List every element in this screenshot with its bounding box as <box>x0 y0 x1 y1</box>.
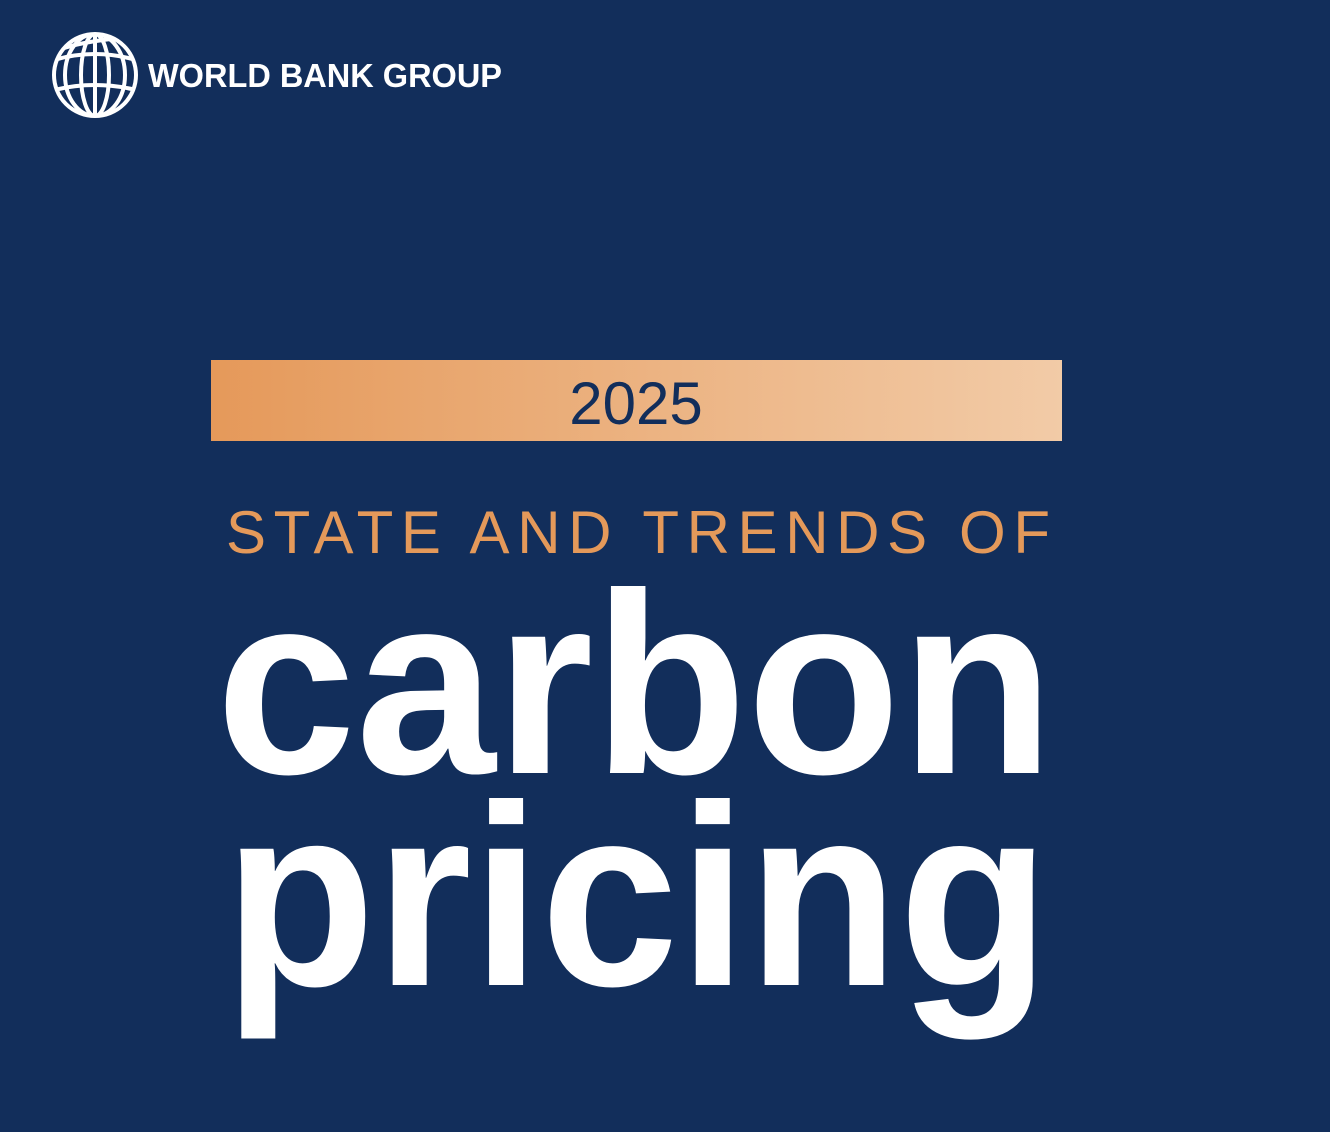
year: 2025 <box>569 370 702 437</box>
title-line: pricing <box>224 751 1050 1041</box>
logo-globe <box>52 32 138 118</box>
year-band <box>211 360 1062 441</box>
title-line: carbon <box>216 539 1054 828</box>
logo-text: WORLD BANK GROUP <box>148 57 502 94</box>
